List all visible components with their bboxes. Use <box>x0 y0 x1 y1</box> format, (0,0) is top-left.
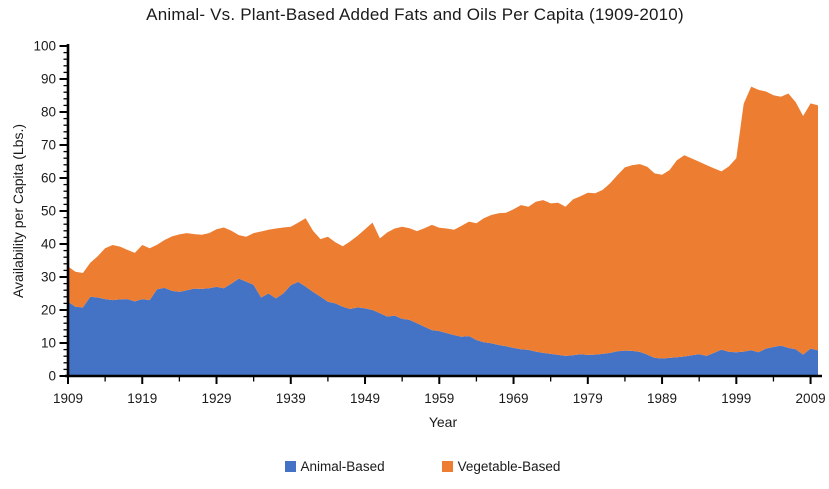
x-tick-label: 1909 <box>53 391 83 406</box>
x-tick-label: 1959 <box>424 391 454 406</box>
y-tick-label: 50 <box>41 204 56 219</box>
y-tick-label: 90 <box>41 72 56 87</box>
legend-item-vegetable-based: Vegetable-Based <box>441 459 561 474</box>
x-tick-label: 1919 <box>127 391 157 406</box>
x-tick-label: 1999 <box>721 391 751 406</box>
legend-item-animal-based: Animal-Based <box>284 459 385 474</box>
x-axis-label: Year <box>428 414 458 430</box>
y-tick-label: 0 <box>48 369 56 384</box>
x-tick-label: 1989 <box>647 391 677 406</box>
x-tick-label: 2009 <box>796 391 826 406</box>
x-tick-label: 1929 <box>201 391 231 406</box>
legend-swatch-vegetable-based <box>441 461 453 472</box>
legend: Animal-Based Vegetable-Based <box>0 459 829 474</box>
series-area-vegetable-based <box>68 86 818 359</box>
legend-label-animal-based: Animal-Based <box>300 459 385 474</box>
y-tick-label: 10 <box>41 336 56 351</box>
y-tick-label: 40 <box>41 237 56 252</box>
y-tick-label: 20 <box>41 303 56 318</box>
y-tick-label: 80 <box>41 105 56 120</box>
x-tick-label: 1969 <box>499 391 529 406</box>
y-tick-label: 60 <box>41 171 56 186</box>
legend-label-vegetable-based: Vegetable-Based <box>457 459 561 474</box>
y-tick-label: 100 <box>33 39 56 54</box>
x-tick-label: 1979 <box>573 391 603 406</box>
x-tick-label: 1949 <box>350 391 380 406</box>
legend-swatch-animal-based <box>284 461 296 472</box>
y-tick-label: 70 <box>41 138 56 153</box>
y-tick-label: 30 <box>41 270 56 285</box>
series-area-animal-based <box>68 278 818 376</box>
x-tick-label: 1939 <box>276 391 306 406</box>
chart-title: Animal- Vs. Plant-Based Added Fats and O… <box>146 5 684 24</box>
